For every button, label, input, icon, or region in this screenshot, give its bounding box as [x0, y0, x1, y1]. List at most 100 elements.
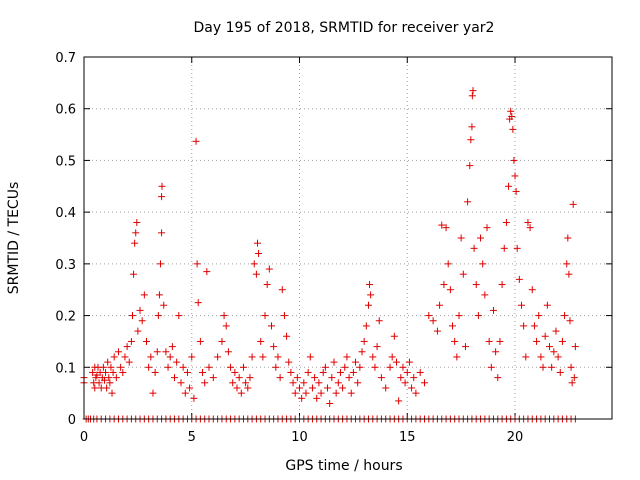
data-point: [133, 218, 141, 226]
data-point: [472, 281, 480, 289]
data-point: [455, 312, 463, 320]
data-point: [421, 379, 429, 387]
data-point: [265, 265, 273, 273]
data-point: [570, 374, 578, 382]
data-point: [397, 374, 405, 382]
data-point: [341, 363, 349, 371]
data-point: [237, 389, 245, 397]
data-point: [235, 374, 243, 382]
y-tick-label: 0.4: [55, 206, 76, 221]
x-tick-label: 10: [291, 430, 308, 445]
data-point: [132, 229, 140, 237]
data-point: [513, 244, 521, 252]
data-point: [520, 322, 528, 330]
data-point: [263, 281, 271, 289]
data-point: [283, 332, 291, 340]
data-point: [121, 353, 129, 361]
data-point: [483, 224, 491, 232]
data-point: [227, 363, 235, 371]
data-point: [453, 353, 461, 361]
y-tick-label: 0.1: [55, 361, 76, 376]
data-point: [354, 379, 362, 387]
data-point: [203, 268, 211, 276]
data-point: [345, 374, 353, 382]
data-point: [568, 379, 576, 387]
y-axis-label: SRMTID / TECUs: [6, 182, 22, 295]
data-point: [131, 239, 139, 247]
data-point: [201, 379, 209, 387]
data-point: [433, 327, 441, 335]
data-point: [205, 363, 213, 371]
data-point: [469, 87, 477, 95]
data-point: [564, 234, 572, 242]
data-point: [373, 343, 381, 351]
data-point: [158, 182, 166, 190]
data-point: [114, 348, 122, 356]
data-point: [382, 384, 390, 392]
data-point: [360, 337, 368, 345]
data-point: [317, 389, 325, 397]
data-point: [530, 322, 538, 330]
data-point: [177, 379, 185, 387]
data-point: [106, 379, 114, 387]
data-point: [138, 317, 146, 325]
data-point: [512, 187, 520, 195]
data-point: [395, 397, 403, 405]
data-point: [436, 301, 444, 309]
data-point: [535, 312, 543, 320]
y-tick-label: 0.5: [55, 154, 76, 169]
data-point: [339, 384, 347, 392]
data-point: [356, 363, 364, 371]
data-point: [255, 250, 263, 258]
data-point: [510, 156, 518, 164]
data-point: [95, 379, 103, 387]
data-point: [110, 353, 118, 361]
data-point: [171, 374, 179, 382]
data-point: [173, 358, 181, 366]
data-point: [181, 389, 189, 397]
data-point: [408, 384, 416, 392]
data-point: [352, 358, 360, 366]
data-point: [444, 260, 452, 268]
data-point: [550, 348, 558, 356]
data-point: [412, 389, 420, 397]
data-point: [155, 291, 163, 299]
data-point: [261, 312, 269, 320]
data-point: [364, 301, 372, 309]
chart-title: Day 195 of 2018, SRMTID for receiver yar…: [194, 20, 495, 36]
data-point: [315, 379, 323, 387]
data-point: [250, 260, 258, 268]
data-point: [233, 384, 241, 392]
data-point: [467, 136, 475, 144]
data-point: [440, 281, 448, 289]
data-point: [558, 337, 566, 345]
data-point: [209, 374, 217, 382]
data-point: [477, 234, 485, 242]
data-point: [334, 379, 342, 387]
data-point: [481, 291, 489, 299]
data-point: [267, 322, 275, 330]
data-point: [457, 234, 465, 242]
data-point: [142, 337, 150, 345]
data-point: [492, 348, 500, 356]
data-point: [369, 353, 377, 361]
data-point: [193, 260, 201, 268]
data-point: [244, 384, 252, 392]
data-point: [100, 376, 108, 384]
data-point: [186, 384, 194, 392]
data-point: [109, 368, 117, 376]
data-point: [151, 368, 159, 376]
data-point: [218, 337, 226, 345]
data-point: [336, 368, 344, 376]
data-point: [145, 363, 153, 371]
data-point: [154, 312, 162, 320]
y-tick-label: 0.7: [55, 51, 76, 66]
data-point: [405, 358, 413, 366]
data-point: [332, 389, 340, 397]
data-point: [108, 389, 116, 397]
data-point: [403, 368, 411, 376]
data-point: [280, 312, 288, 320]
axis-ticks: 0 0.1 0.2 0.3 0.4 0.5 0.6 0.7 0 5 10 15 20: [55, 51, 612, 445]
x-tick-label: 5: [188, 430, 196, 445]
data-point: [367, 291, 375, 299]
